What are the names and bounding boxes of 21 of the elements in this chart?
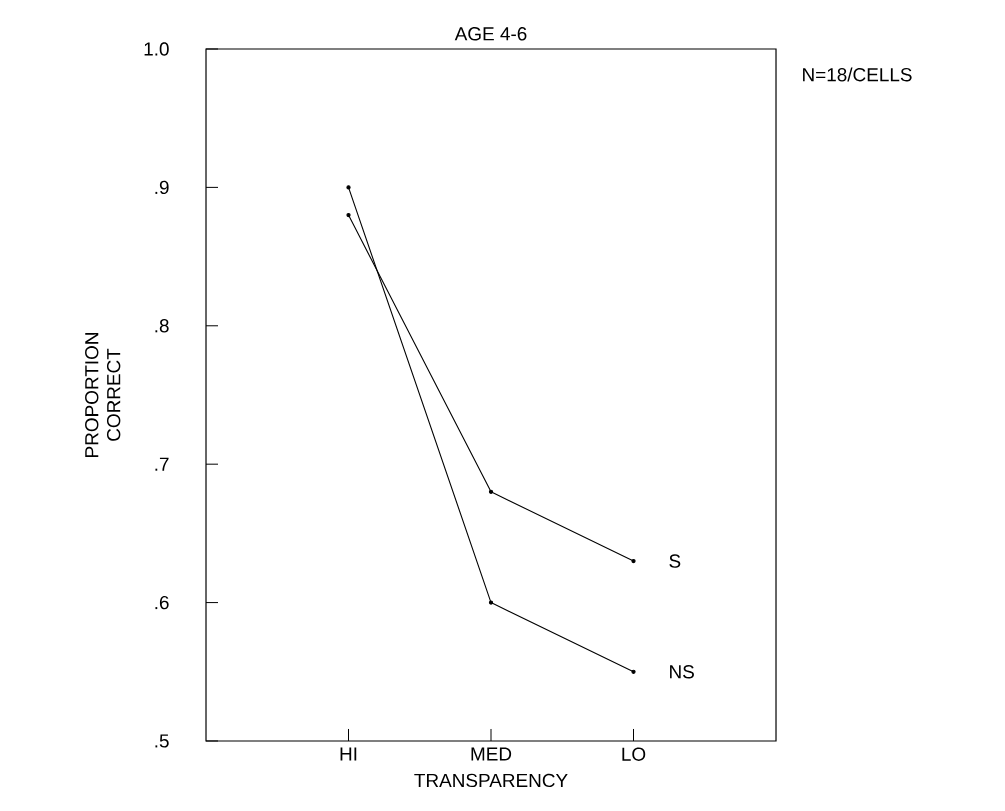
- text: N=18/CELLS: [803, 67, 912, 82]
- y-tick-label: .8: [155, 319, 169, 333]
- point: [488, 489, 494, 495]
- x-tick-label: MED: [471, 747, 512, 761]
- x-axis-title: TRANSPARENCY: [414, 773, 568, 788]
- point: [346, 185, 351, 190]
- y-tick-label: .5: [155, 734, 169, 748]
- series-label: S: [669, 554, 681, 568]
- point: [488, 600, 494, 605]
- y-tick-label: .6: [155, 595, 169, 610]
- point: [631, 669, 636, 674]
- point: [631, 558, 636, 564]
- series-label: NS: [670, 665, 694, 679]
- y-tick-label: 1.0: [144, 42, 169, 56]
- y-axis-title: PROPORTION CORRECT: [85, 333, 121, 457]
- x-tick-label: LO: [622, 747, 646, 761]
- y-tick-label: .7: [155, 457, 169, 471]
- chart-title: AGE 4-6: [454, 27, 527, 41]
- point: [346, 212, 351, 218]
- x-tick-label: HI: [340, 747, 357, 761]
- y-tick-label: .9: [155, 180, 169, 195]
